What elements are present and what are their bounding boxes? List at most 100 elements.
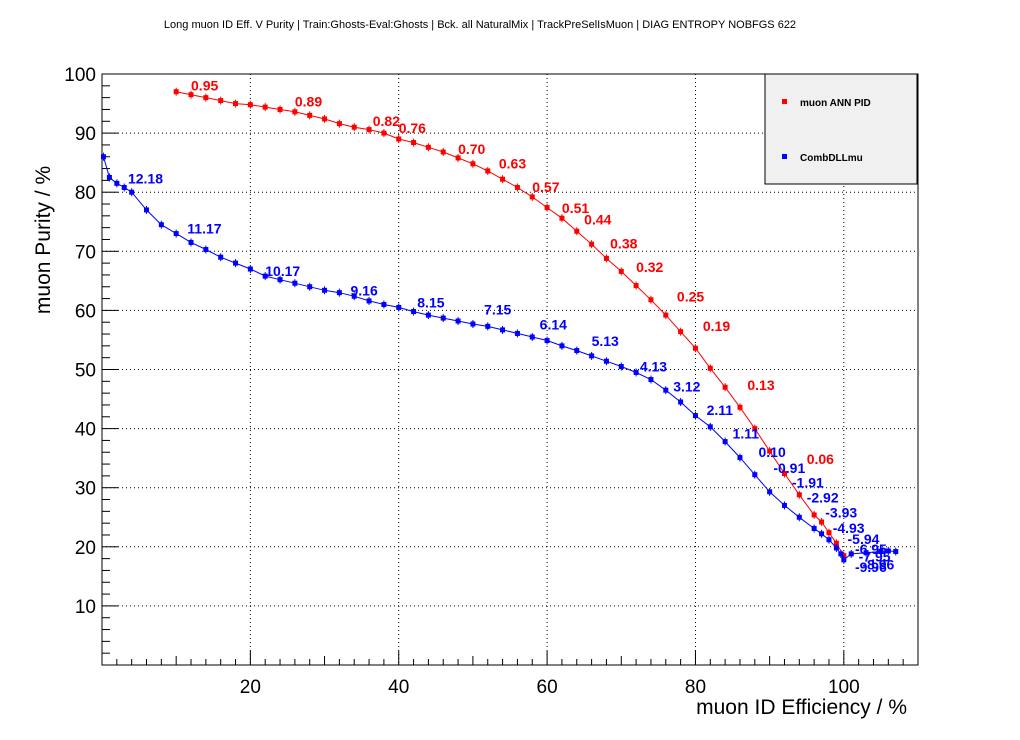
data-point-dll bbox=[841, 557, 847, 563]
legend: muon ANN PID CombDLLmu bbox=[764, 73, 918, 185]
cut-label-dll: -8.96 bbox=[862, 556, 894, 572]
cut-label-ann: 0.70 bbox=[458, 141, 485, 157]
cut-label-dll: 5.13 bbox=[592, 333, 619, 349]
cut-label-dll: 3.12 bbox=[673, 378, 700, 394]
cut-label-dll: -0.91 bbox=[773, 460, 805, 476]
data-point-ann bbox=[841, 553, 847, 559]
cut-label-dll: 9.16 bbox=[351, 283, 378, 299]
cut-label-ann: 0.13 bbox=[747, 377, 774, 393]
cut-label-dll: -9.96 bbox=[855, 559, 887, 575]
cut-label-dll: -3.93 bbox=[825, 504, 857, 520]
data-point-ann bbox=[366, 127, 372, 133]
cut-label-dll: 6.14 bbox=[540, 316, 567, 332]
data-point-dll bbox=[366, 298, 372, 304]
data-point-dll bbox=[455, 318, 461, 324]
x-tick-label: 40 bbox=[388, 677, 409, 698]
data-point-dll bbox=[485, 323, 491, 329]
data-point-ann bbox=[470, 161, 476, 167]
data-point-ann bbox=[574, 228, 580, 234]
cut-label-dll: 4.13 bbox=[640, 358, 667, 374]
data-point-dll bbox=[158, 222, 164, 228]
data-point-dll bbox=[292, 280, 298, 286]
data-point-ann bbox=[277, 106, 283, 112]
cut-label-ann: 0.63 bbox=[499, 156, 526, 172]
data-point-dll bbox=[322, 287, 328, 293]
series-ann bbox=[173, 87, 847, 560]
data-point-ann bbox=[218, 98, 224, 104]
data-point-ann bbox=[336, 121, 342, 127]
cut-label-dll: 11.17 bbox=[187, 221, 221, 237]
cut-label-dll: 10.17 bbox=[265, 263, 300, 279]
legend-label-ann: muon ANN PID bbox=[800, 98, 871, 109]
data-point-ann bbox=[396, 136, 402, 142]
data-point-ann bbox=[648, 297, 654, 303]
data-point-ann bbox=[633, 283, 639, 289]
y-tick-label: 100 bbox=[64, 65, 96, 86]
data-point-dll bbox=[396, 304, 402, 310]
cut-label-ann: 0.51 bbox=[562, 200, 589, 216]
data-point-dll bbox=[336, 290, 342, 296]
data-point-dll bbox=[574, 348, 580, 354]
legend-marker-ann bbox=[782, 99, 787, 104]
cut-label-dll: 7.15 bbox=[484, 302, 511, 318]
data-point-dll bbox=[678, 399, 684, 405]
data-point-ann bbox=[589, 241, 595, 247]
cut-value-labels: 0.95 0.89 0.820.76 0.70 0.63 0.570.510.44 0.38… bbox=[128, 78, 895, 576]
data-point-dll bbox=[838, 551, 844, 557]
data-point-ann bbox=[826, 530, 832, 536]
data-point-dll bbox=[351, 293, 357, 299]
axes: 20 40 60 80 100 10 20 30 40 50 60 70 80 90 100 bbox=[64, 65, 919, 698]
data-point-ann bbox=[322, 116, 328, 122]
data-point-ann bbox=[737, 404, 743, 410]
data-point-dll bbox=[885, 548, 891, 554]
data-point-ann bbox=[440, 149, 446, 155]
cut-label-ann: 0.25 bbox=[677, 289, 704, 305]
data-point-ann bbox=[692, 345, 698, 351]
x-tick-label: 80 bbox=[685, 677, 706, 698]
data-point-dll bbox=[737, 455, 743, 461]
data-point-ann bbox=[411, 140, 417, 146]
cut-label-ann: 0.82 bbox=[373, 113, 400, 129]
data-point-dll bbox=[878, 549, 884, 555]
data-point-ann bbox=[796, 492, 802, 498]
data-point-dll bbox=[559, 343, 565, 349]
data-point-ann bbox=[233, 101, 239, 107]
cut-label-dll: 8.15 bbox=[417, 294, 444, 310]
cut-label-ann: 0.76 bbox=[399, 120, 426, 136]
data-point-dll bbox=[381, 301, 387, 307]
cut-label-ann: 0.89 bbox=[295, 94, 322, 110]
data-point-ann bbox=[529, 194, 535, 200]
data-point-dll bbox=[203, 247, 209, 253]
data-point-dll bbox=[826, 537, 832, 543]
cut-label-dll: 12.18 bbox=[128, 170, 163, 186]
y-tick-label: 90 bbox=[75, 124, 96, 145]
data-point-ann bbox=[381, 130, 387, 136]
data-point-dll bbox=[752, 472, 758, 478]
data-point-dll bbox=[781, 502, 787, 508]
cut-label-ann: 0.06 bbox=[807, 451, 834, 467]
data-point-dll bbox=[470, 321, 476, 327]
cut-label-dll: -7.95 bbox=[859, 549, 891, 565]
data-point-dll bbox=[218, 254, 224, 260]
y-tick-label: 30 bbox=[75, 479, 96, 500]
data-point-ann bbox=[247, 102, 253, 108]
data-point-ann bbox=[722, 384, 728, 390]
data-point-dll bbox=[863, 550, 869, 556]
y-tick-label: 70 bbox=[75, 242, 96, 263]
cut-label-dll: 1.11 bbox=[733, 426, 760, 442]
data-point-ann bbox=[173, 89, 179, 95]
cut-label-ann: 0.32 bbox=[636, 259, 663, 275]
data-point-dll bbox=[188, 239, 194, 245]
data-point-dll bbox=[893, 549, 899, 555]
data-point-dll bbox=[440, 315, 446, 321]
data-point-dll bbox=[811, 525, 817, 531]
data-point-ann bbox=[203, 95, 209, 101]
cut-label-dll: 0.10 bbox=[759, 444, 786, 460]
cut-label-ann: 0.38 bbox=[610, 235, 637, 251]
data-point-ann bbox=[514, 184, 520, 190]
series-line-dll bbox=[103, 156, 896, 561]
cut-label-ann: 0.57 bbox=[532, 179, 559, 195]
data-point-dll bbox=[848, 551, 854, 557]
y-tick-label: 20 bbox=[75, 538, 96, 559]
